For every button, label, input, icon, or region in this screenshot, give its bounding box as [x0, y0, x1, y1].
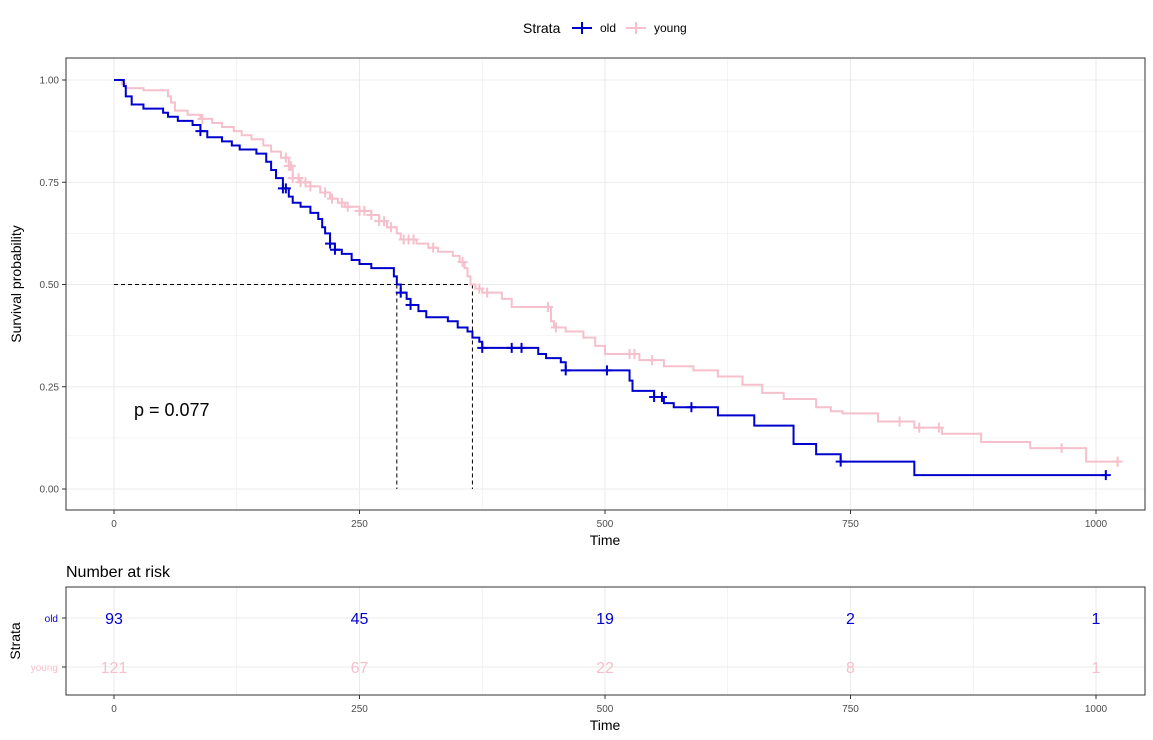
- y-tick-label: 0.25: [40, 382, 60, 393]
- risk-count-old: 1: [1092, 611, 1101, 628]
- risk-count-old: 19: [596, 611, 614, 628]
- risk-count-old: 45: [351, 611, 369, 628]
- risk-values: 93 45 19 2 1 121 67 22 8 1: [101, 611, 1101, 677]
- y-tick-label: 1.00: [40, 76, 60, 87]
- x-tick-label: 500: [597, 519, 614, 530]
- risk-count-young: 67: [351, 660, 369, 677]
- x-axis: 0 250 500 750 1000: [111, 510, 1108, 530]
- risk-y-axis: old young: [31, 614, 66, 674]
- risk-x-axis: 0 250 500 750 1000: [111, 695, 1108, 715]
- main-gridlines: [66, 58, 1145, 510]
- risk-table-panel: 93 45 19 2 1 121 67 22 8 1: [65, 586, 1146, 696]
- x-tick-label: 250: [351, 519, 368, 530]
- risk-count-old: 2: [846, 611, 855, 628]
- curve-young: [114, 79, 1123, 467]
- legend-key-old-icon: [572, 22, 592, 34]
- median-survival-lines: [114, 284, 473, 489]
- risk-x-axis-title: Time: [590, 717, 621, 733]
- y-axis: 1.00 0.75 0.50 0.25 0.00: [40, 76, 66, 496]
- risk-x-tick-label: 1000: [1085, 704, 1108, 715]
- y-tick-label: 0.50: [40, 280, 60, 291]
- legend-label-young: young: [654, 21, 687, 35]
- risk-x-tick-label: 500: [597, 704, 614, 715]
- x-tick-label: 0: [111, 519, 117, 530]
- risk-count-young: 1: [1092, 660, 1101, 677]
- legend-key-young-icon: [626, 22, 646, 34]
- p-value-annotation: p = 0.077: [134, 400, 210, 420]
- legend: Strata old young: [523, 20, 687, 36]
- risk-row-label-old: old: [45, 614, 58, 625]
- survival-curves: [114, 79, 1123, 481]
- risk-count-young: 8: [846, 660, 855, 677]
- risk-count-young: 121: [101, 660, 128, 677]
- x-tick-label: 1000: [1085, 519, 1108, 530]
- curve-old: [114, 79, 1111, 481]
- x-tick-label: 750: [842, 519, 859, 530]
- risk-row-label-young: young: [31, 663, 58, 674]
- risk-x-tick-label: 0: [111, 704, 117, 715]
- main-plot-panel: p = 0.077: [65, 57, 1146, 511]
- y-axis-title: Survival probability: [8, 225, 24, 343]
- legend-label-old: old: [600, 21, 616, 35]
- y-tick-label: 0.75: [40, 178, 60, 189]
- legend-title: Strata: [523, 20, 561, 36]
- risk-table-title: Number at risk: [66, 564, 171, 581]
- risk-gridlines: [66, 587, 1145, 695]
- risk-count-old: 93: [105, 611, 123, 628]
- risk-x-tick-label: 750: [842, 704, 859, 715]
- y-tick-label: 0.00: [40, 485, 60, 496]
- risk-count-young: 22: [596, 660, 614, 677]
- risk-y-axis-title: Strata: [7, 622, 23, 660]
- x-axis-title: Time: [590, 532, 621, 548]
- risk-x-tick-label: 250: [351, 704, 368, 715]
